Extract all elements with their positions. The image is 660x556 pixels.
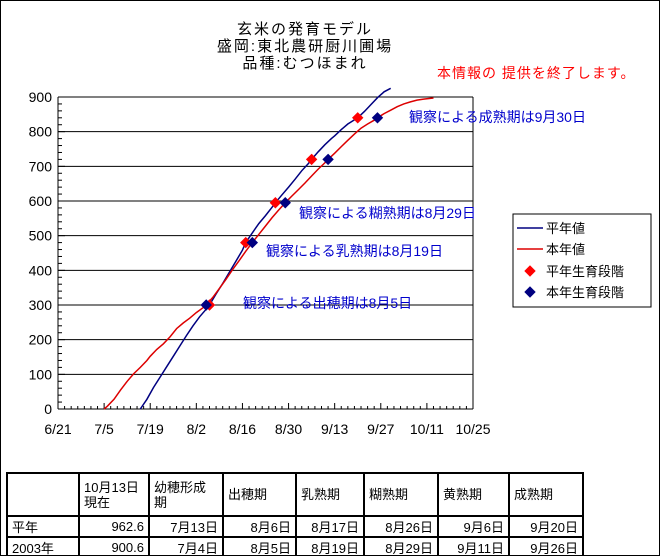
y-tick-label: 400 [29,262,53,278]
x-tick-label: 8/2 [187,421,207,437]
table-cell: 8月26日 [363,515,439,538]
summary-table: 10月13日 現在 幼穂形成 期出穂期 乳熟期 糊熟期 黄熟期 成熟期 平年 962.6 7月1… [6,472,584,555]
legend-diamond-swatch [524,286,536,298]
table-cell: 8月29日 [363,536,439,555]
stage-marker-honen [322,153,334,166]
table-header-cell [6,472,80,517]
y-tick-label: 900 [29,89,53,105]
y-tick-label: 500 [29,228,53,244]
y-tick-label: 600 [29,193,53,209]
stage-marker-honen [200,299,212,311]
table-row-label: 平年 [6,515,80,538]
legend-label: 本年生育段階 [546,285,624,300]
growth-model-chart: 0 100 200 300 400 500 600 700 800 900 6/21 7/5 7/19 8… [29,87,652,437]
x-tick-label: 10/11 [410,421,444,437]
table-cell: 8月17日 [295,515,365,538]
table-cell: 9月20日 [508,515,584,538]
table-row: 2003年 900.6 7月4日 8月5日 8月19日 8月29日 9月11日 9月26日 [6,536,584,555]
table-cell: 8月5日 [222,536,297,555]
x-tick-label: 6/21 [44,421,71,437]
x-tick-label: 9/27 [367,421,394,437]
table-header-cell: 出穂期 [222,472,297,517]
chart-subtitle-location: 盛岡:東北農研厨川圃場 [216,38,394,55]
stage-marker-heinen [352,112,364,124]
x-tick-label: 7/19 [137,421,164,437]
table-header-cell: 乳熟期 [295,472,365,517]
legend-box [512,213,652,308]
stage-marker-heinen [305,153,318,166]
table-cell: 9月26日 [508,536,584,555]
table-header-cell: 幼穂形成 期 [148,472,224,517]
y-tick-label: 0 [44,401,52,417]
y-tick-label: 300 [29,297,53,313]
y-tick-label: 200 [29,332,53,348]
annotation-text: 観察による乳熟期は8月19日 [266,243,443,259]
legend-label: 平年値 [546,221,585,236]
y-tick-label: 100 [29,366,53,382]
service-end-notice: 本情報の 提供を終了します。 [437,65,636,81]
y-tick-label: 800 [29,124,53,140]
table-header-row: 10月13日 現在 幼穂形成 期出穂期 乳熟期 糊熟期 黄熟期 成熟期 [6,472,584,517]
series-line-heinen [139,87,392,410]
annotation-text: 観察による成熟期は9月30日 [409,109,586,125]
legend-diamond-swatch [524,265,536,277]
chart-title: 玄米の発育モデル [236,21,373,38]
table-cell: 900.6 [78,536,150,555]
annotation-text: 観察による糊熟期は8月29日 [299,205,476,221]
table-cell: 7月13日 [148,515,224,538]
annotation-text: 観察による出穂期は8月5日 [243,295,412,311]
x-tick-label: 10/25 [455,421,490,437]
x-tick-label: 8/16 [229,421,256,437]
table-cell: 962.6 [78,515,150,538]
stage-marker-honen [371,112,384,124]
table-header-cell: 10月13日 現在 [78,472,150,517]
legend-label: 平年生育段階 [546,264,624,279]
table-header-cell: 糊熟期 [363,472,439,517]
stage-marker-honen [246,236,259,249]
stage-marker-honen [279,197,291,209]
table-row-label: 2003年 [6,536,80,555]
table-cell: 9月6日 [437,515,510,538]
legend-label: 本年値 [546,242,585,257]
x-tick-label: 8/30 [275,421,302,437]
summary-table-wrap: 10月13日 現在 幼穂形成 期出穂期 乳熟期 糊熟期 黄熟期 成熟期 平年 962.6 7月1… [6,472,584,555]
table-row: 平年 962.6 7月13日 8月6日 8月17日 8月26日 9月6日 9月20日 [6,515,584,538]
x-tick-label: 9/13 [321,421,348,437]
table-header-cell: 成熟期 [508,472,584,517]
chart-title-block: 玄米の発育モデル 盛岡:東北農研厨川圃場 品種:むつほまれ [105,21,505,72]
table-cell: 7月4日 [148,536,224,555]
table-header-cell: 黄熟期 [437,472,510,517]
stage-marker-heinen [269,197,282,209]
chart-subtitle-variety: 品種:むつほまれ [242,55,368,72]
table-cell: 8月19日 [295,536,365,555]
table-cell: 8月6日 [222,515,297,538]
table-cell: 9月11日 [437,536,510,555]
y-tick-label: 700 [29,158,53,174]
x-tick-label: 7/5 [94,421,114,437]
